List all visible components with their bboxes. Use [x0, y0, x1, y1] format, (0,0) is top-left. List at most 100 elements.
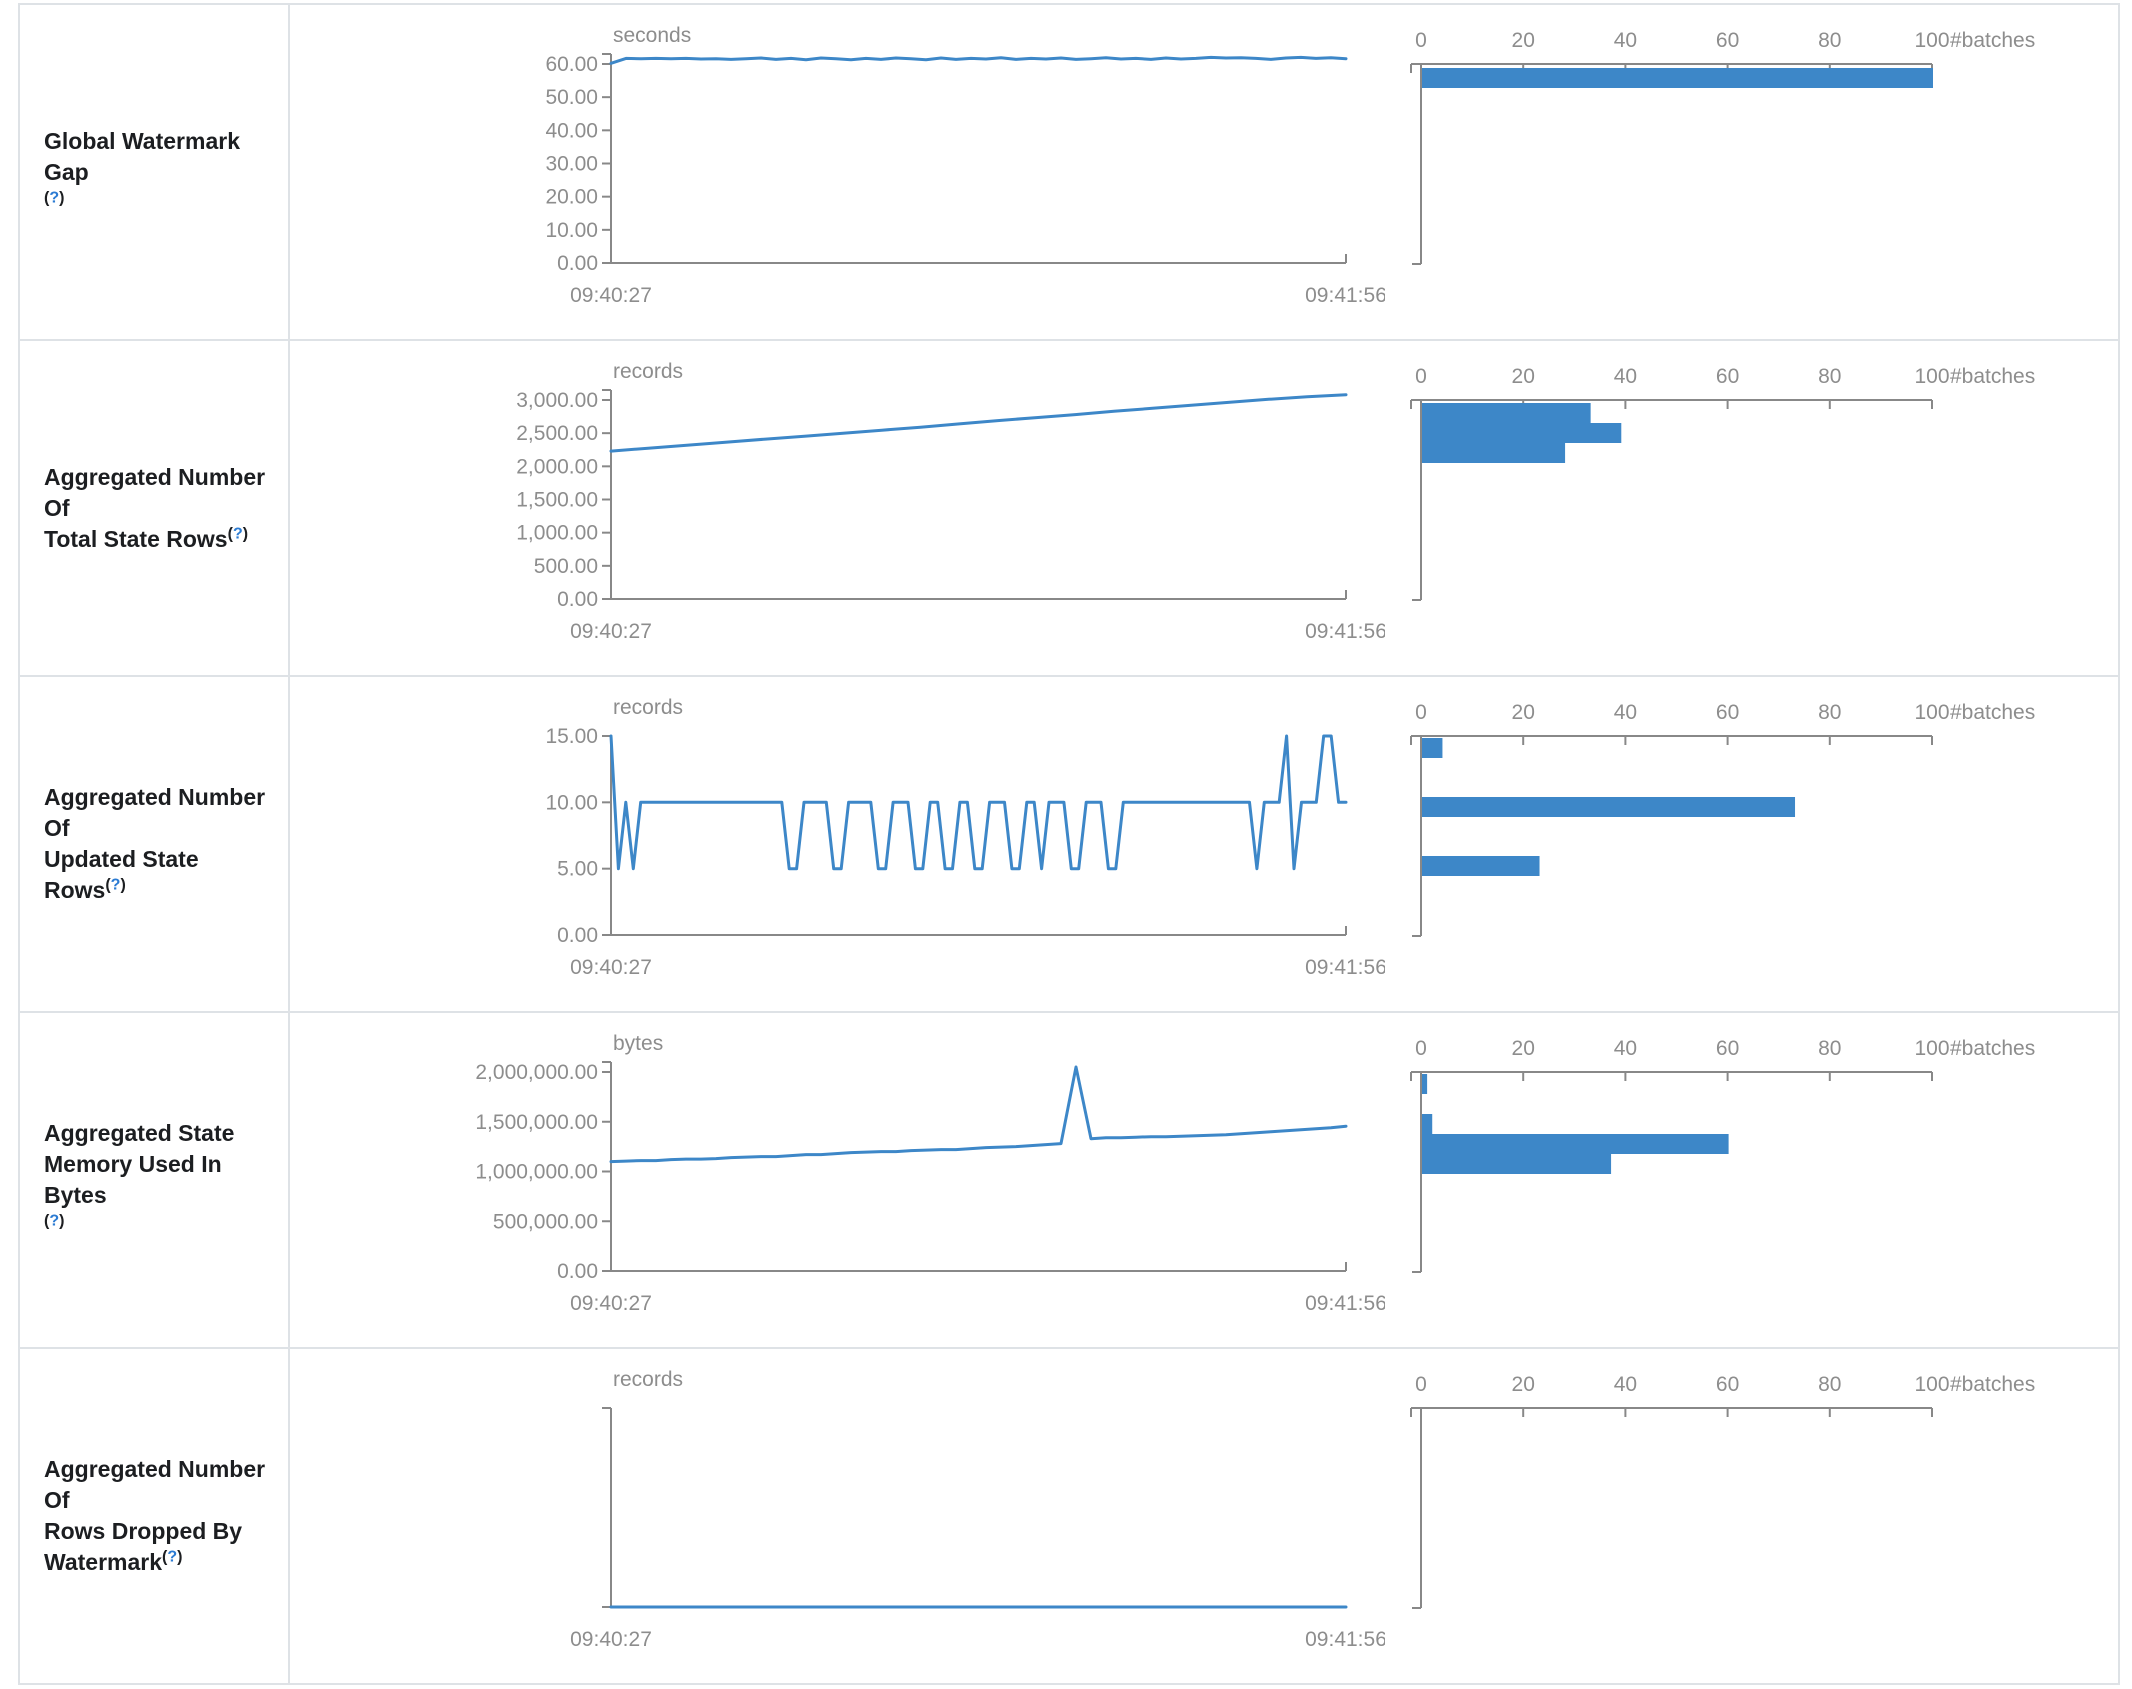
hist-tick-label: 20 — [1512, 1037, 1535, 1060]
metric-label: Aggregated Number Of Rows Dropped By Water… — [20, 1349, 290, 1683]
metric-title-text: Aggregated Number Of — [44, 463, 266, 521]
hist-tick-label: 0 — [1415, 1037, 1427, 1060]
y-tick-label: 10.00 — [545, 219, 598, 242]
y-tick-label: 1,500,000.00 — [475, 1111, 598, 1134]
metric-title-text: Total State Rows — [44, 525, 228, 552]
histogram-bar — [1422, 423, 1622, 443]
hist-tick-label: 60 — [1716, 701, 1739, 724]
metric-row: Aggregated State Memory Used In Bytes (?) b… — [20, 1013, 2118, 1349]
hist-tick-label: 80 — [1818, 701, 1841, 724]
metric-title-text: Rows Dropped By — [44, 1518, 243, 1544]
y-tick-label: 3,000.00 — [516, 389, 598, 412]
hist-tick-label: 0 — [1415, 1373, 1427, 1396]
y-tick-label: 1,000.00 — [516, 522, 598, 545]
histogram-bar — [1422, 443, 1566, 463]
metric-title-line: (?) — [44, 1211, 282, 1242]
y-tick-label: 2,000.00 — [516, 455, 598, 478]
metric-title-text: Aggregated Number Of — [44, 784, 266, 841]
x-axis-start-label: 09:40:27 — [570, 284, 652, 307]
metric-charts: records 09:40:27 09:41:56 0 20 40 60 80 100 #batc… — [290, 1349, 2121, 1683]
hist-tick-label: 100 — [1914, 1037, 1949, 1060]
y-tick-label: 500,000.00 — [493, 1210, 598, 1233]
metric-title-line: Aggregated State — [44, 1118, 282, 1149]
metric-label: Aggregated State Memory Used In Bytes (?) — [20, 1013, 290, 1347]
histogram-chart: 0 20 40 60 80 100 #batches — [1410, 29, 2035, 265]
help-tooltip-link[interactable]: (?) — [228, 525, 248, 542]
x-axis-start-label: 09:40:27 — [570, 1292, 652, 1315]
x-axis-start-label: 09:40:27 — [570, 620, 652, 643]
hist-tick-label: 100 — [1914, 365, 1949, 388]
y-tick-label: 5.00 — [557, 858, 598, 881]
help-question-mark: ? — [49, 1212, 60, 1230]
metric-line-series — [609, 734, 1348, 871]
help-tooltip-link[interactable]: (?) — [44, 189, 64, 206]
histogram-chart: 0 20 40 60 80 100 #batches — [1410, 365, 2035, 601]
x-axis-start-label: 09:40:27 — [570, 1628, 652, 1651]
hist-tick-label: 20 — [1512, 701, 1535, 724]
metric-row: Aggregated Number Of Updated State Rows(?… — [20, 677, 2118, 1013]
metric-label: Aggregated Number Of Total State Rows(?) — [20, 341, 290, 675]
hist-tick-label: 80 — [1818, 1037, 1841, 1060]
metric-title-text: Aggregated Number Of — [44, 1456, 266, 1513]
hist-tick-label: 20 — [1512, 365, 1535, 388]
y-tick-label: 40.00 — [545, 119, 598, 142]
streaming-metrics-table: Global Watermark Gap (?) seconds 60.00 50.00… — [18, 3, 2120, 1685]
help-paren: ) — [120, 876, 126, 894]
histogram-bar — [1422, 1134, 1729, 1154]
metric-title-line: Aggregated Number Of — [44, 782, 282, 844]
y-tick-label: 2,000,000.00 — [475, 1061, 598, 1084]
y-tick-label: 2,500.00 — [516, 422, 598, 445]
hist-tick-label: 60 — [1716, 1373, 1739, 1396]
metric-line-series — [609, 1065, 1348, 1164]
y-tick-label: 1,500.00 — [516, 489, 598, 512]
metric-line-series — [609, 393, 1348, 453]
y-tick-label: 1,000,000.00 — [475, 1161, 598, 1184]
timeline-chart: records 3,000.00 2,500.00 2,000.00 1,500.00 1… — [516, 360, 1385, 643]
help-paren: ( — [105, 876, 111, 894]
x-axis-end-label: 09:41:56 — [1305, 284, 1385, 307]
help-tooltip-link[interactable]: (?) — [105, 876, 125, 893]
metric-title-text: Updated State Rows — [44, 846, 199, 903]
metric-row: Aggregated Number Of Rows Dropped By Water… — [20, 1349, 2118, 1683]
y-tick-label: 60.00 — [545, 53, 598, 76]
metric-title-text: Aggregated State — [44, 1120, 235, 1146]
metric-charts: bytes 2,000,000.00 1,500,000.00 1,000,000.0… — [290, 1013, 2121, 1347]
histogram-chart: 0 20 40 60 80 100 #batches — [1410, 701, 2035, 937]
help-tooltip-link[interactable]: (?) — [44, 1212, 64, 1229]
hist-tick-label: 80 — [1818, 1373, 1841, 1396]
hist-tick-label: 100 — [1914, 701, 1949, 724]
hist-tick-label: 40 — [1614, 1373, 1637, 1396]
metric-charts: records 15.00 10.00 5.00 0.00 09:40:27 09:41:5… — [290, 677, 2121, 1011]
help-tooltip-link[interactable]: (?) — [162, 1548, 182, 1565]
metric-title-text: Global Watermark Gap — [44, 127, 240, 185]
metric-title-text: Memory Used In Bytes — [44, 1151, 222, 1208]
histogram-bar — [1422, 797, 1796, 817]
histogram-chart: 0 20 40 60 80 100 #batches — [1410, 1037, 2035, 1273]
metric-title-line: (?) — [44, 188, 282, 219]
unit-label: seconds — [613, 24, 691, 47]
y-tick-label: 0.00 — [557, 252, 598, 275]
help-paren: ) — [242, 524, 249, 542]
help-paren: ) — [59, 188, 65, 206]
x-axis-end-label: 09:41:56 — [1305, 620, 1385, 643]
hist-tick-label: 100 — [1914, 29, 1949, 52]
y-tick-label: 0.00 — [557, 924, 598, 947]
timeline-chart: seconds 60.00 50.00 40.00 30.00 20.00 10.00 0.0… — [545, 24, 1385, 307]
batches-unit-label: #batches — [1950, 1037, 2035, 1060]
timeline-chart: records 09:40:27 09:41:56 — [570, 1368, 1385, 1651]
metric-title-line: Updated State Rows(?) — [44, 844, 282, 906]
batches-unit-label: #batches — [1950, 1373, 2035, 1396]
help-question-mark: ? — [167, 1548, 178, 1566]
help-paren: ) — [177, 1548, 183, 1566]
y-tick-label: 500.00 — [534, 555, 598, 578]
help-paren: ( — [44, 188, 50, 206]
metric-label: Aggregated Number Of Updated State Rows(?… — [20, 677, 290, 1011]
metric-title-text: Watermark — [44, 1549, 163, 1575]
batches-unit-label: #batches — [1950, 365, 2035, 388]
unit-label: bytes — [613, 1032, 663, 1055]
help-question-mark: ? — [232, 524, 243, 542]
hist-tick-label: 40 — [1614, 701, 1637, 724]
metric-charts: seconds 60.00 50.00 40.00 30.00 20.00 10.00 0.0… — [290, 5, 2121, 339]
help-question-mark: ? — [110, 876, 121, 894]
hist-tick-label: 60 — [1716, 1037, 1739, 1060]
